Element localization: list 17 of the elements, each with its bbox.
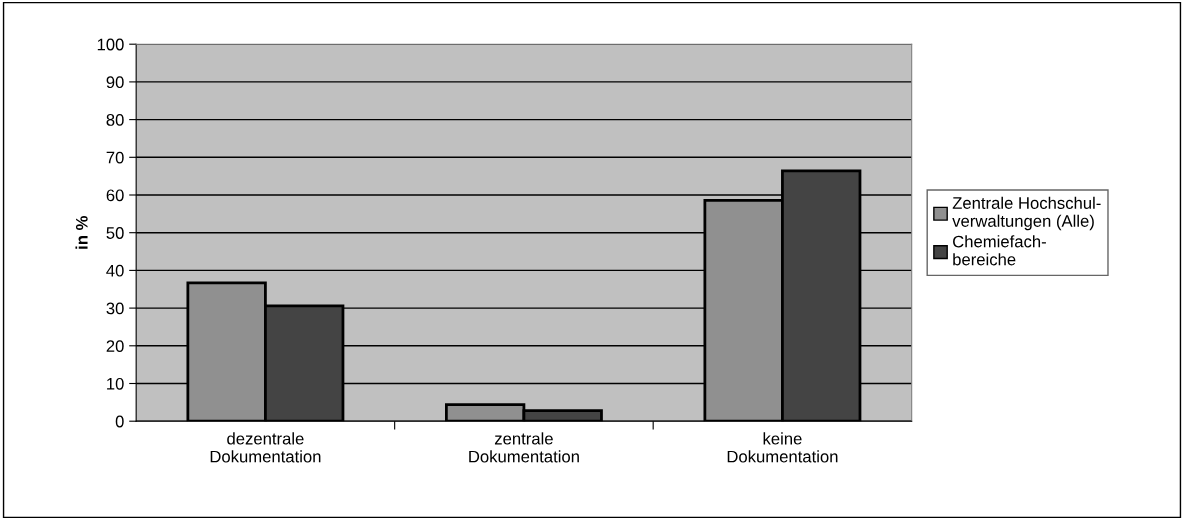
y-tick-label: 70 [106,151,124,164]
legend-label: Chemiefach- bereiche [953,235,1046,266]
y-axis-title: in % [75,216,88,249]
x-tick-label: dezentrale Dokumentation [210,432,321,463]
x-tick-label: keine Dokumentation [727,432,838,463]
y-tick-label: 20 [106,340,124,352]
y-tick-label: 0 [115,415,124,428]
y-tick-label: 50 [106,227,124,239]
y-tick-label: 10 [107,377,124,390]
legend-label: Zentrale Hochschul- verwaltungen (Alle) [952,196,1101,231]
y-tick-label: 80 [106,114,124,126]
y-tick-label: 60 [106,189,124,202]
y-tick-label: 40 [106,264,124,277]
y-tick-label: 90 [106,76,124,89]
x-tick-label: zentrale Dokumentation [469,432,579,463]
y-tick-label: 30 [106,302,124,315]
y-tick-label: 100 [97,38,124,51]
